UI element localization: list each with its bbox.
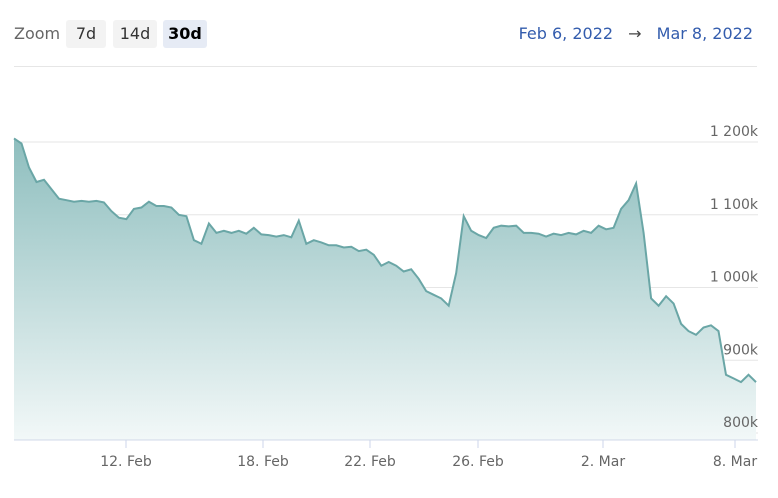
date-range: Feb 6, 2022 → Mar 8, 2022	[519, 24, 753, 43]
range-arrow: →	[628, 24, 642, 43]
series-line	[13, 137, 757, 384]
y-tick-label: 800k	[723, 415, 759, 431]
y-tick-label: 1 100k	[710, 197, 759, 213]
zoom-30d-button[interactable]: 30d	[163, 20, 207, 48]
range-from[interactable]: Feb 6, 2022	[518, 24, 614, 43]
x-tick-label: 8. Mar	[713, 454, 757, 470]
series-area	[14, 138, 756, 440]
header-divider	[14, 66, 757, 67]
x-tick-label: 22. Feb	[344, 454, 396, 470]
x-tick-label: 26. Feb	[452, 454, 504, 470]
zoom-7d-button[interactable]: 7d	[66, 20, 106, 48]
zoom-14d-button[interactable]: 14d	[113, 20, 157, 48]
y-tick-label: 900k	[723, 342, 759, 358]
y-tick-label: 1 000k	[710, 270, 759, 286]
x-axis: 12. Feb 18. Feb 22. Feb 26. Feb 2. Mar 8. Mar	[100, 440, 757, 470]
zoom-label: Zoom	[14, 24, 61, 43]
x-tick-label: 12. Feb	[100, 454, 152, 470]
x-tick-label: 18. Feb	[237, 454, 289, 470]
range-to[interactable]: Mar 8, 2022	[656, 24, 753, 43]
x-tick-label: 2. Mar	[581, 454, 625, 470]
y-tick-label: 1 200k	[710, 124, 759, 140]
zoom-bar: Zoom 7d 14d 30d Feb 6, 2022 → Mar 8, 202…	[0, 0, 778, 68]
y-axis: 800k 900k 1 000k 1 100k 1 200k	[710, 124, 759, 431]
